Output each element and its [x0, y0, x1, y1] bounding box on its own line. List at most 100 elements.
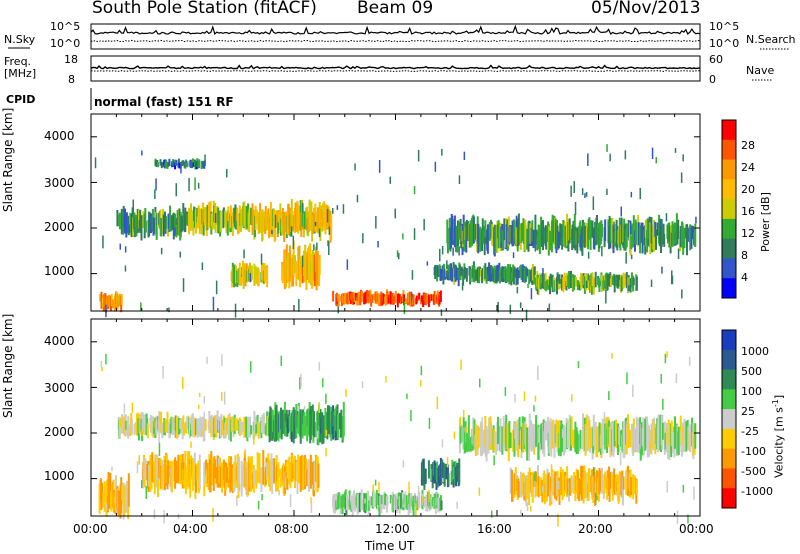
data-cell — [205, 459, 208, 476]
data-speckle — [301, 255, 304, 267]
data-speckle — [601, 246, 603, 257]
data-cell — [248, 209, 251, 233]
nave-tick-top: 60 — [709, 53, 723, 66]
data-cell — [128, 217, 131, 233]
data-cell — [167, 460, 170, 484]
data-cell — [663, 233, 666, 247]
data-cell — [243, 417, 246, 429]
data-speckle — [145, 486, 147, 499]
data-cell — [266, 265, 269, 288]
data-cell — [192, 460, 195, 484]
data-speckle — [316, 242, 318, 251]
data-speckle — [302, 202, 304, 212]
data-speckle — [179, 251, 181, 258]
data-speckle — [221, 354, 223, 367]
data-cell — [389, 494, 392, 504]
data-cell — [483, 435, 485, 453]
data-cell — [281, 264, 284, 284]
data-cell — [498, 223, 501, 245]
data-cell — [574, 481, 577, 502]
data-cell — [632, 474, 635, 500]
data-cell — [304, 416, 307, 436]
data-cell — [567, 428, 570, 446]
data-cell — [261, 209, 264, 241]
data-cell — [278, 211, 281, 230]
data-cell — [467, 221, 470, 242]
data-cell — [271, 409, 274, 432]
data-cell — [553, 429, 556, 459]
data-cell — [235, 421, 237, 431]
data-speckle — [515, 215, 518, 228]
data-cell — [473, 266, 476, 283]
data-cell — [540, 229, 543, 247]
data-cell — [658, 214, 661, 244]
data-cell — [537, 476, 540, 498]
data-cell — [203, 461, 206, 485]
data-cell — [598, 467, 601, 495]
power-cb-tick: 8 — [741, 249, 748, 262]
data-speckle — [526, 502, 529, 511]
data-speckle — [318, 362, 321, 371]
data-cell — [505, 414, 508, 452]
data-speckle — [385, 375, 387, 383]
data-cell — [571, 477, 574, 491]
data-cell — [127, 415, 130, 439]
data-speckle — [162, 366, 164, 379]
data-cell — [370, 496, 373, 506]
data-cell — [243, 201, 246, 227]
data-cell — [255, 271, 258, 285]
data-cell — [165, 216, 168, 230]
power-cb-tick: 24 — [741, 161, 755, 174]
data-cell — [538, 427, 541, 443]
data-cell — [136, 208, 139, 234]
data-speckle — [515, 473, 517, 479]
data-cell — [268, 461, 270, 487]
data-speckle — [394, 208, 396, 219]
data-speckle — [490, 421, 492, 430]
data-speckle — [175, 224, 178, 238]
velocity-cb-tick: 100 — [741, 385, 762, 398]
data-cell — [118, 293, 121, 307]
data-cell — [556, 225, 559, 250]
data-cell — [221, 462, 223, 493]
data-cell — [184, 207, 187, 232]
data-cell — [175, 160, 178, 166]
data-cell — [455, 225, 458, 252]
data-cell — [516, 267, 519, 285]
data-speckle — [261, 494, 263, 501]
data-cell — [195, 465, 197, 493]
data-cell — [314, 262, 317, 283]
data-cell — [293, 422, 296, 439]
data-speckle — [160, 247, 163, 255]
data-cell — [353, 292, 356, 302]
data-cell — [562, 277, 565, 293]
data-cell — [330, 214, 333, 240]
data-cell — [609, 431, 612, 458]
data-cell — [380, 494, 383, 514]
data-cell — [253, 263, 256, 286]
data-cell — [479, 421, 482, 457]
data-cell — [231, 416, 234, 433]
data-speckle — [624, 150, 627, 160]
data-cell — [289, 258, 292, 279]
nsky-trace — [90, 24, 701, 35]
velocity-cb-tick: -500 — [741, 465, 766, 478]
data-cell — [117, 296, 119, 308]
data-speckle — [430, 494, 433, 500]
data-cell — [301, 410, 304, 439]
data-cell — [511, 476, 514, 502]
data-cell — [131, 419, 133, 435]
data-cell — [338, 493, 341, 509]
data-cell — [616, 225, 619, 251]
data-speckle — [342, 204, 345, 214]
data-speckle — [206, 356, 208, 364]
data-cell — [641, 222, 644, 254]
data-cell — [431, 294, 433, 301]
data-cell — [560, 472, 563, 495]
data-cell — [297, 205, 300, 231]
data-cell — [309, 262, 312, 286]
data-cell — [141, 412, 144, 433]
data-cell — [618, 274, 621, 287]
data-cell — [439, 495, 442, 504]
